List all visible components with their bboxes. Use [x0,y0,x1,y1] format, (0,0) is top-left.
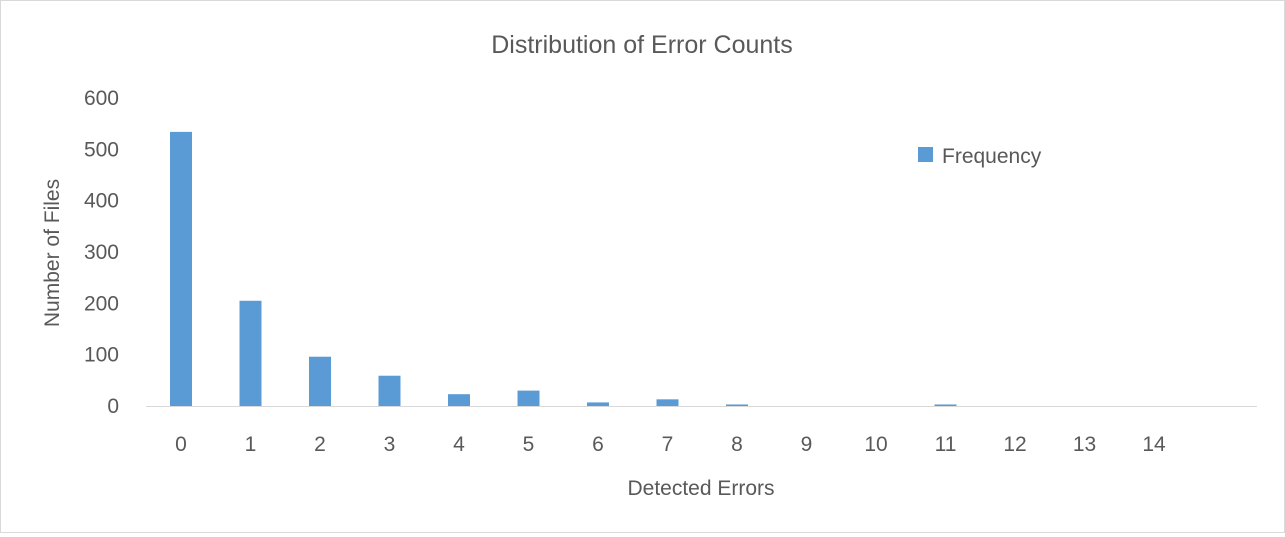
y-tick-label: 300 [84,241,119,264]
x-tick-label: 10 [864,433,887,456]
x-tick-label: 0 [175,433,187,456]
y-tick-label: 200 [84,292,119,315]
y-tick-label: 600 [84,87,119,110]
x-tick-label: 8 [731,433,743,456]
x-tick-label: 13 [1073,433,1096,456]
bar [656,399,679,406]
bar [587,402,609,406]
y-axis-ticks: 0 100 200 300 400 500 600 [84,87,119,418]
x-axis-title: Detected Errors [627,477,774,500]
x-tick-label: 6 [592,433,604,456]
x-tick-label: 11 [935,433,957,456]
bar [448,394,470,406]
y-tick-label: 500 [84,138,119,161]
bar [378,375,401,406]
x-tick-label: 9 [801,433,813,456]
x-tick-label: 12 [1003,433,1026,456]
x-tick-label: 7 [662,433,674,456]
bar [934,404,957,406]
x-tick-label: 1 [245,433,257,456]
bar [726,404,748,406]
legend: Frequency [918,145,1042,168]
y-tick-label: 400 [84,190,119,213]
y-tick-label: 0 [107,395,119,418]
legend-label-frequency: Frequency [942,145,1042,168]
bar [170,131,192,406]
y-tick-label: 100 [84,344,119,367]
legend-swatch-frequency [918,147,933,162]
bars [170,131,957,406]
x-tick-label: 4 [453,433,465,456]
x-axis-ticks: 0 1 2 3 4 5 6 7 8 9 10 11 12 13 14 [175,433,1166,456]
bar [517,390,540,406]
bar [309,356,331,406]
x-tick-label: 5 [523,433,535,456]
x-tick-label: 14 [1142,433,1166,456]
bar [239,300,262,406]
chart-title: Distribution of Error Counts [491,31,793,59]
x-tick-label: 3 [384,433,396,456]
x-tick-label: 2 [314,433,326,456]
y-axis-title: Number of Files [41,179,64,327]
